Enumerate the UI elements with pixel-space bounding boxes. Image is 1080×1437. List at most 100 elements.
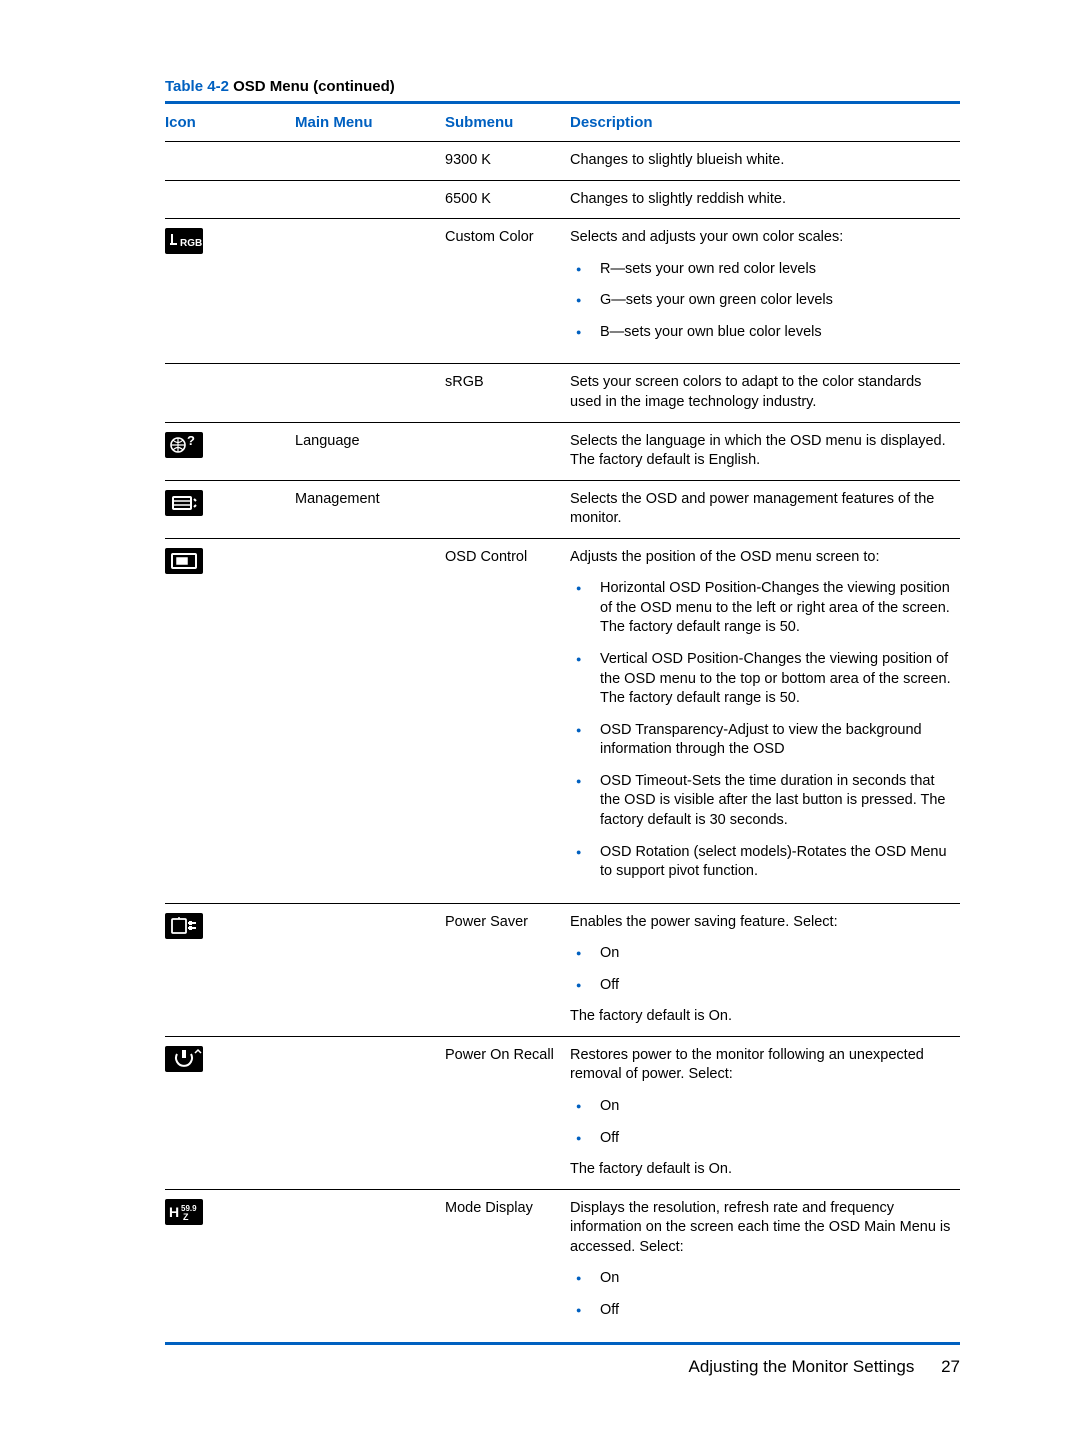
cell-sub: OSD Control [445,538,570,903]
cell-sub: sRGB [445,364,570,422]
cell-sub: 9300 K [445,142,570,181]
list-item: On [570,1269,954,1289]
page-footer: Adjusting the Monitor Settings 27 [688,1357,960,1377]
desc-lead: Restores power to the monitor following … [570,1046,954,1085]
management-icon [165,490,203,516]
rgb-icon: RGB [165,228,203,254]
desc-lead: Selects and adjusts your own color scale… [570,228,954,248]
cell-sub [445,480,570,538]
table-row: Power On Recall Restores power to the mo… [165,1036,960,1189]
cell-icon [165,180,295,219]
svg-text:Z: Z [183,1212,189,1222]
list-item: Horizontal OSD Position-Changes the view… [570,579,954,638]
cell-main [295,1036,445,1189]
table-header-row: Icon Main Menu Submenu Description [165,103,960,142]
table-row: H 59.9 Z Mode Display Displays the resol… [165,1189,960,1343]
table-row: 9300 K Changes to slightly blueish white… [165,142,960,181]
cell-desc: Restores power to the monitor following … [570,1036,960,1189]
cell-desc: Changes to slightly reddish white. [570,180,960,219]
list-item: OSD Transparency-Adjust to view the back… [570,721,954,760]
cell-desc: Selects and adjusts your own color scale… [570,219,960,364]
desc-tail: The factory default is On. [570,1160,954,1180]
osd-table: Icon Main Menu Submenu Description 9300 … [165,101,960,1345]
cell-icon [165,480,295,538]
cell-main [295,364,445,422]
cell-sub: Custom Color [445,219,570,364]
desc-lead: Enables the power saving feature. Select… [570,913,954,933]
desc-lead: Displays the resolution, refresh rate an… [570,1199,954,1258]
list-item: R—sets your own red color levels [570,260,954,280]
desc-tail: The factory default is On. [570,1007,954,1027]
cell-icon [165,364,295,422]
cell-desc: Displays the resolution, refresh rate an… [570,1189,960,1343]
cell-icon: ? [165,422,295,480]
desc-lead: Adjusts the position of the OSD menu scr… [570,548,954,568]
cell-desc: Selects the language in which the OSD me… [570,422,960,480]
table-caption: Table 4-2 OSD Menu (continued) [165,78,960,95]
cell-main [295,538,445,903]
cell-sub: Power Saver [445,903,570,1036]
cell-main [295,219,445,364]
cell-main [295,142,445,181]
bullet-list: Horizontal OSD Position-Changes the view… [570,579,954,881]
table-row: ? Language Selects the language in which… [165,422,960,480]
cell-main: Language [295,422,445,480]
power-on-recall-icon [165,1046,203,1072]
header-sub: Submenu [445,103,570,142]
cell-main [295,1189,445,1343]
power-saver-icon [165,913,203,939]
list-item: Off [570,1129,954,1149]
cell-icon [165,538,295,903]
list-item: G—sets your own green color levels [570,291,954,311]
list-item: Vertical OSD Position-Changes the viewin… [570,650,954,709]
table-row: Power Saver Enables the power saving fea… [165,903,960,1036]
footer-page-number: 27 [941,1357,960,1376]
page: Table 4-2 OSD Menu (continued) Icon Main… [0,0,1080,1437]
list-item: Off [570,1301,954,1321]
bullet-list: On Off [570,944,954,995]
table-row: RGB Custom Color Selects and adjusts you… [165,219,960,364]
cell-desc: Sets your screen colors to adapt to the … [570,364,960,422]
bullet-list: On Off [570,1269,954,1320]
cell-desc: Selects the OSD and power management fea… [570,480,960,538]
cell-desc: Adjusts the position of the OSD menu scr… [570,538,960,903]
cell-icon: RGB [165,219,295,364]
list-item: B—sets your own blue color levels [570,323,954,343]
list-item: OSD Rotation (select models)-Rotates the… [570,843,954,882]
header-desc: Description [570,103,960,142]
svg-text:H: H [169,1204,179,1220]
cell-icon [165,142,295,181]
cell-icon [165,1036,295,1189]
svg-text:?: ? [187,433,195,448]
header-icon: Icon [165,103,295,142]
cell-icon: H 59.9 Z [165,1189,295,1343]
cell-sub [445,422,570,480]
caption-rest: OSD Menu (continued) [229,78,395,95]
osd-control-icon [165,548,203,574]
list-item: On [570,1097,954,1117]
mode-display-icon: H 59.9 Z [165,1199,203,1225]
table-row: OSD Control Adjusts the position of the … [165,538,960,903]
cell-main [295,903,445,1036]
cell-icon [165,903,295,1036]
caption-prefix: Table 4-2 [165,78,229,95]
cell-sub: 6500 K [445,180,570,219]
cell-desc: Changes to slightly blueish white. [570,142,960,181]
language-icon: ? [165,432,203,458]
cell-sub: Mode Display [445,1189,570,1343]
bullet-list: R—sets your own red color levels G—sets … [570,260,954,343]
cell-main [295,180,445,219]
cell-main: Management [295,480,445,538]
table-row: Management Selects the OSD and power man… [165,480,960,538]
list-item: Off [570,976,954,996]
table-row: sRGB Sets your screen colors to adapt to… [165,364,960,422]
cell-desc: Enables the power saving feature. Select… [570,903,960,1036]
footer-section: Adjusting the Monitor Settings [688,1357,914,1376]
bullet-list: On Off [570,1097,954,1148]
table-row: 6500 K Changes to slightly reddish white… [165,180,960,219]
cell-sub: Power On Recall [445,1036,570,1189]
header-main: Main Menu [295,103,445,142]
svg-text:RGB: RGB [180,238,202,249]
list-item: On [570,944,954,964]
list-item: OSD Timeout-Sets the time duration in se… [570,772,954,831]
